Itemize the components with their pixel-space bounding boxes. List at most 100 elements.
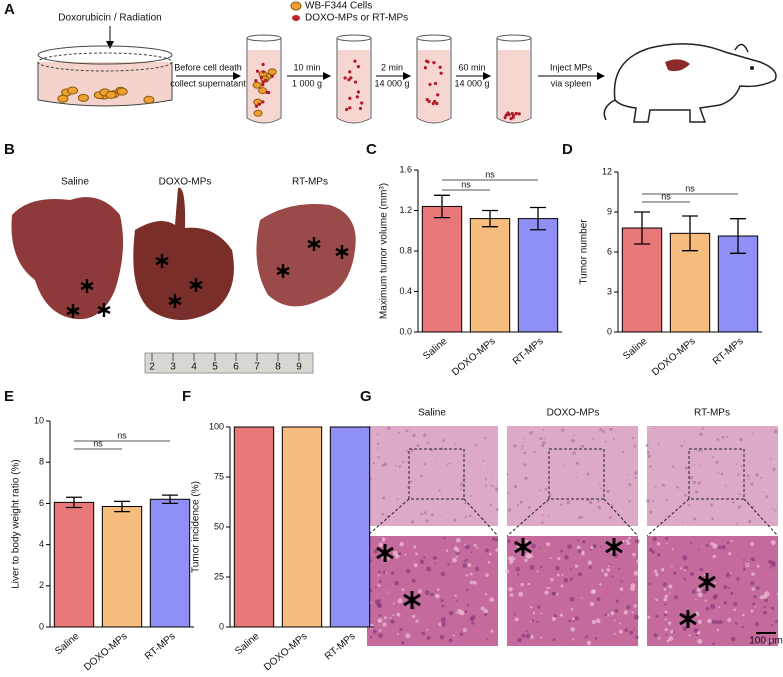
texture [527,506,531,509]
texture [697,619,703,624]
texture [575,461,580,465]
texture [525,554,531,559]
step-label: Before cell death [174,62,242,72]
texture [771,508,774,511]
texture [701,427,705,430]
texture [546,586,549,590]
texture [549,557,552,560]
texture [519,500,523,504]
texture [552,591,557,596]
texture [613,437,615,440]
significance-label: ns [93,438,103,448]
texture [591,589,596,594]
significance-label: ns [461,179,471,189]
ruler-label: 6 [233,362,239,373]
texture [426,628,429,631]
texture [438,489,441,492]
cell-icon [77,93,89,102]
texture [383,616,387,620]
texture [381,537,386,542]
inject-label: via spleen [551,78,592,88]
texture [542,441,546,445]
texture [530,605,533,609]
texture [747,500,750,503]
texture [453,634,455,637]
texture [684,493,687,497]
texture [454,443,457,446]
texture [587,560,593,565]
texture [770,561,776,567]
texture [508,586,513,592]
texture [564,555,569,560]
texture [592,437,595,440]
texture [604,613,608,617]
ruler-label: 4 [191,362,197,373]
significance-label: ns [685,183,695,193]
texture [727,618,732,622]
spin-time: 60 min [458,62,485,72]
step-label: collect supernatant [170,78,246,88]
texture [550,577,554,582]
texture [378,589,380,592]
texture [456,600,458,602]
texture [472,580,477,585]
zoom-line [646,498,690,537]
x-tick-label: RT-MPs [511,336,546,368]
texture [495,548,499,552]
texture [426,635,431,641]
texture [484,612,488,616]
y-tick-label: 10 [34,415,44,425]
texture [606,490,609,493]
texture [717,471,720,474]
texture [462,628,467,633]
texture [592,544,597,549]
texture [728,552,732,556]
texture [613,632,616,635]
texture [540,636,543,639]
ruler-label: 8 [275,362,281,373]
texture [645,443,649,448]
texture [655,615,659,618]
y-tick-label: 6 [39,498,44,508]
texture [723,585,728,590]
texture [589,601,595,607]
texture [440,599,444,602]
texture [609,427,613,432]
texture [455,612,458,614]
texture [618,629,623,634]
texture [507,539,511,543]
ruler-label: 9 [296,362,302,373]
texture [750,581,755,586]
texture [690,541,693,544]
texture [395,464,397,467]
texture [447,563,450,566]
group-label: DOXO-MPs [159,177,212,188]
tube-rim [496,34,532,42]
texture [385,571,388,574]
texture [412,433,416,438]
texture [696,587,702,592]
group-label: Saline [61,177,89,188]
texture [739,437,743,442]
texture [743,558,745,561]
texture [753,594,757,599]
y-tick-label: 2 [39,580,44,590]
group-label: RT-MPs [694,408,730,419]
texture [574,616,579,621]
tumor-marker [698,573,716,591]
mp-icon [427,99,431,104]
texture [693,517,697,521]
texture [610,611,615,616]
texture [423,555,427,559]
texture [570,568,572,571]
texture [505,569,510,574]
cell-icon [253,109,263,117]
texture [411,578,416,583]
texture [469,495,472,497]
texture [514,484,518,489]
mp-icon [347,78,351,82]
texture [632,552,636,557]
texture [624,628,628,632]
texture [730,592,734,595]
texture [654,569,658,574]
